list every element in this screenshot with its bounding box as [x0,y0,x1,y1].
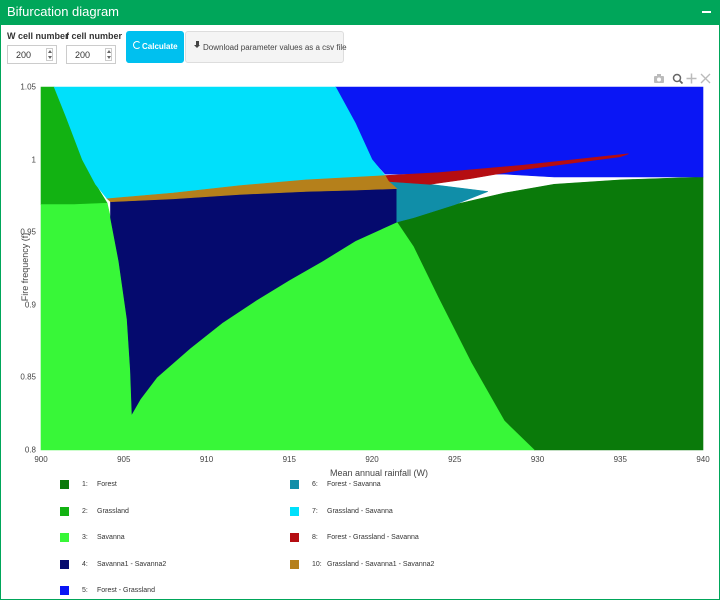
refresh-icon [133,41,141,49]
pan-icon[interactable] [686,73,697,84]
download-icon [194,41,201,50]
legend-number: 3: [82,534,88,541]
y-tick-label: 0.8 [24,445,36,455]
x-tick-label: 900 [34,455,48,464]
region-5[interactable] [335,86,704,178]
spinner-icon[interactable] [105,48,112,61]
x-tick-label: 920 [365,455,379,464]
x-tick-label: 905 [117,455,131,464]
legend-swatch [60,480,69,489]
legend-swatch [60,506,69,516]
legend-number: 5: [82,587,88,594]
y-tick-label: 0.9 [24,300,36,310]
panel-header: Bifurcation diagram [0,0,720,25]
legend-swatch [60,533,69,542]
y-tick-label: 0.95 [20,227,36,237]
calculate-label: Calculate [142,42,178,51]
legend-swatch [290,533,299,542]
y-tick-label: 0.85 [20,372,36,382]
legend-swatch [290,559,299,569]
autoscale-icon[interactable] [700,73,711,84]
legend-label: Savanna1 - Savanna2 [97,560,167,568]
panel-title: Bifurcation diagram [7,4,119,19]
legend-number: 1: [82,481,88,488]
x-tick-label: 940 [696,455,710,464]
region-10[interactable] [106,175,398,203]
legend-number: 4: [82,560,88,568]
w-cell-value: 200 [16,50,32,60]
legend-swatch [60,559,69,569]
legend-number: 2: [82,507,88,515]
region-8[interactable] [384,153,629,185]
w-cell-label: W cell number [7,31,69,41]
x-tick-label: 925 [448,455,462,464]
legend-label: Forest [97,481,117,488]
legend-label: Forest - Grassland [97,587,155,594]
legend-label: Forest - Savanna [327,481,381,488]
w-cell-input[interactable]: 200 [7,45,57,64]
x-axis-label: Mean annual rainfall (W) [330,468,429,478]
y-tick-label: 1 [31,155,36,165]
f-cell-input[interactable]: 200 [66,45,116,64]
download-button[interactable]: Download parameter values as a csv file [185,31,347,63]
y-tick-label: 1.05 [20,82,36,92]
legend-label: Grassland - Savanna [327,507,393,515]
region-6[interactable] [387,181,489,223]
legend-number: 6: [312,481,318,488]
legend-swatch [60,586,69,595]
legend-swatch [290,506,299,516]
legend-number: 8: [312,534,318,541]
spinner-icon[interactable] [46,48,53,61]
collapse-icon[interactable] [702,3,712,21]
f-cell-label: f cell number [66,31,123,41]
calculate-button[interactable]: Calculate [126,31,184,63]
x-tick-label: 935 [613,455,627,464]
y-axis-label: Fire frequency (f) [20,232,30,302]
x-tick-label: 910 [199,455,214,464]
legend-label: Grassland - Savanna1 - Savanna2 [327,560,435,568]
legend-label: Savanna [97,534,125,541]
legend-swatch [290,480,299,489]
camera-icon[interactable] [653,73,665,84]
x-tick-label: 930 [530,455,545,464]
legend-label: Grassland [97,507,129,515]
x-tick-label: 915 [282,455,296,464]
legend-number: 7: [312,507,318,515]
legend-label: Forest - Grassland - Savanna [327,534,419,541]
zoom-icon[interactable] [672,73,684,84]
f-cell-value: 200 [75,50,91,60]
legend-number: 10: [312,560,322,568]
download-label: Download parameter values as a csv file [203,43,347,52]
